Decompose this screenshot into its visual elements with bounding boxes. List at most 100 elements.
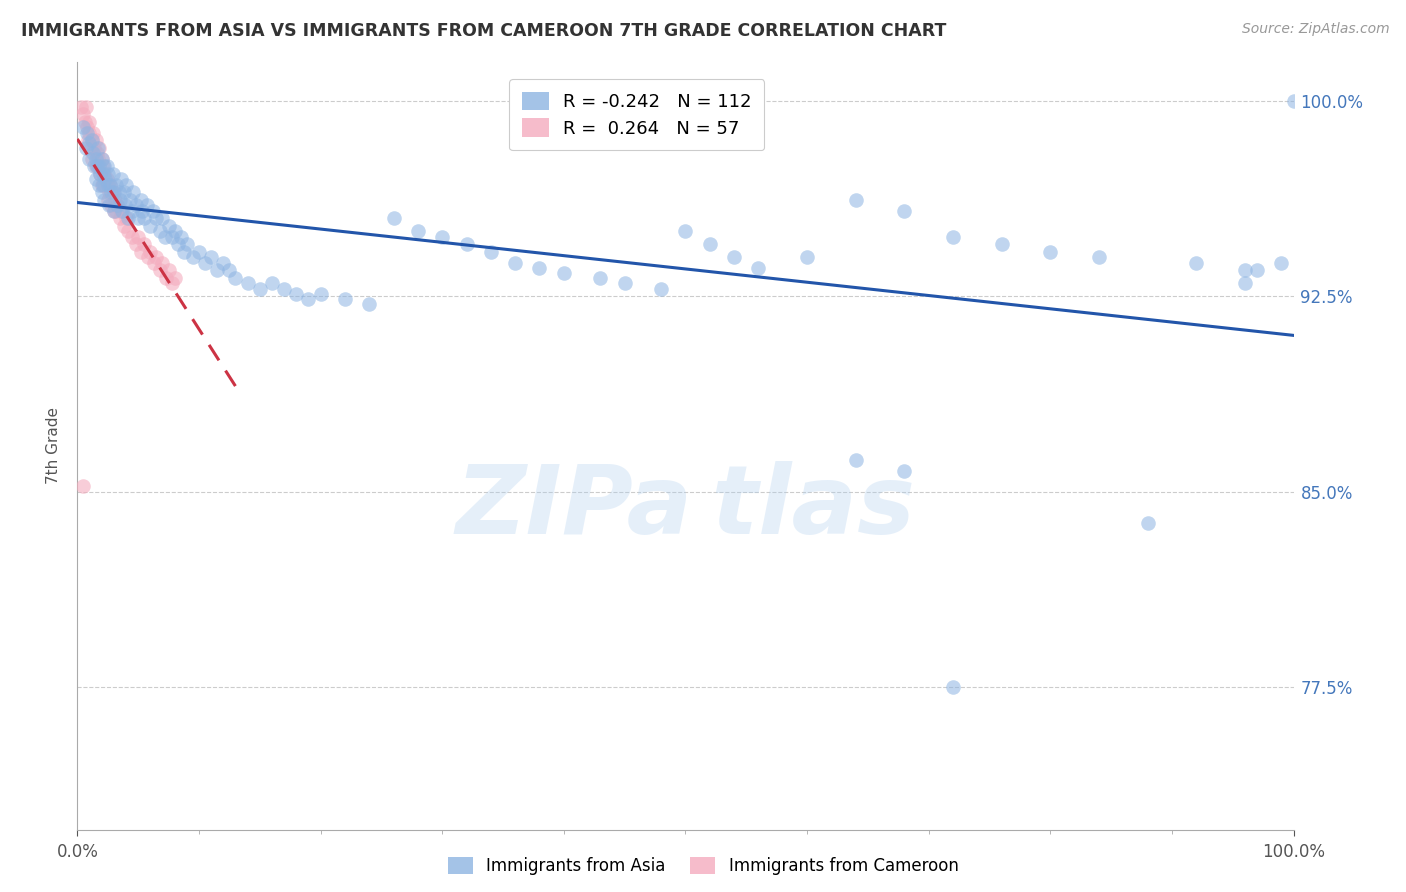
Point <box>111 203 134 218</box>
Point <box>94 178 117 192</box>
Point <box>86 146 108 161</box>
Point <box>157 263 180 277</box>
Point <box>79 136 101 150</box>
Point <box>1136 516 1159 530</box>
Point <box>89 178 111 192</box>
Point <box>114 198 136 212</box>
Point <box>97 194 120 208</box>
Point <box>90 152 112 166</box>
Point <box>699 237 721 252</box>
Point <box>87 141 110 155</box>
Point <box>97 198 120 212</box>
Point <box>110 203 132 218</box>
Point <box>97 178 120 192</box>
Point <box>309 286 332 301</box>
Point <box>163 271 186 285</box>
Point <box>94 172 117 186</box>
Point <box>129 194 152 208</box>
Point <box>76 120 98 135</box>
Point <box>108 211 131 226</box>
Point <box>173 245 195 260</box>
Point <box>103 203 125 218</box>
Point <box>84 172 107 186</box>
Point <box>382 211 405 226</box>
Point <box>72 120 94 135</box>
Point <box>134 237 156 252</box>
Point <box>80 133 103 147</box>
Point <box>131 203 153 218</box>
Point <box>112 186 135 200</box>
Point <box>723 251 745 265</box>
Point <box>205 263 228 277</box>
Point <box>93 194 115 208</box>
Point <box>155 271 177 285</box>
Point <box>1039 245 1062 260</box>
Point <box>1246 263 1268 277</box>
Point <box>89 160 111 174</box>
Y-axis label: 7th Grade: 7th Grade <box>46 408 62 484</box>
Point <box>84 160 107 174</box>
Point <box>105 203 128 218</box>
Point <box>115 178 138 192</box>
Point <box>107 198 129 212</box>
Point <box>121 203 143 218</box>
Point <box>1185 255 1208 269</box>
Point <box>70 100 93 114</box>
Point <box>72 107 94 121</box>
Point <box>91 160 114 174</box>
Point <box>188 245 211 260</box>
Point <box>845 194 868 208</box>
Point <box>98 178 121 192</box>
Point <box>82 126 104 140</box>
Point <box>142 255 165 269</box>
Point <box>200 251 222 265</box>
Point <box>479 245 502 260</box>
Point <box>1282 95 1305 109</box>
Point <box>456 237 478 252</box>
Point <box>96 172 118 186</box>
Point <box>77 133 100 147</box>
Point <box>79 115 101 129</box>
Point <box>129 245 152 260</box>
Point <box>89 160 111 174</box>
Point <box>104 194 127 208</box>
Point <box>152 211 174 226</box>
Point <box>83 141 105 155</box>
Text: ZIPa tlas: ZIPa tlas <box>456 461 915 554</box>
Point <box>747 260 769 275</box>
Point <box>89 167 111 181</box>
Point <box>84 133 107 147</box>
Point <box>100 186 122 200</box>
Point <box>112 219 135 234</box>
Point <box>796 251 818 265</box>
Point <box>613 277 636 291</box>
Point <box>115 211 138 226</box>
Point <box>845 453 868 467</box>
Legend: Immigrants from Asia, Immigrants from Cameroon: Immigrants from Asia, Immigrants from Ca… <box>441 850 965 882</box>
Point <box>160 277 183 291</box>
Point <box>142 203 165 218</box>
Point <box>675 224 697 238</box>
Point <box>107 198 129 212</box>
Point <box>79 152 101 166</box>
Point <box>1088 251 1111 265</box>
Point <box>84 152 107 166</box>
Point <box>122 186 145 200</box>
Point <box>97 167 120 181</box>
Point <box>125 198 148 212</box>
Point <box>91 167 114 181</box>
Point <box>97 178 120 192</box>
Point <box>117 211 139 226</box>
Point <box>503 255 526 269</box>
Point <box>121 229 143 244</box>
Point <box>79 126 101 140</box>
Point <box>103 186 125 200</box>
Point <box>136 251 159 265</box>
Point <box>990 237 1012 252</box>
Text: Source: ZipAtlas.com: Source: ZipAtlas.com <box>1241 22 1389 37</box>
Point <box>181 251 204 265</box>
Point <box>127 229 149 244</box>
Point <box>90 186 112 200</box>
Point <box>589 271 612 285</box>
Point <box>75 141 97 155</box>
